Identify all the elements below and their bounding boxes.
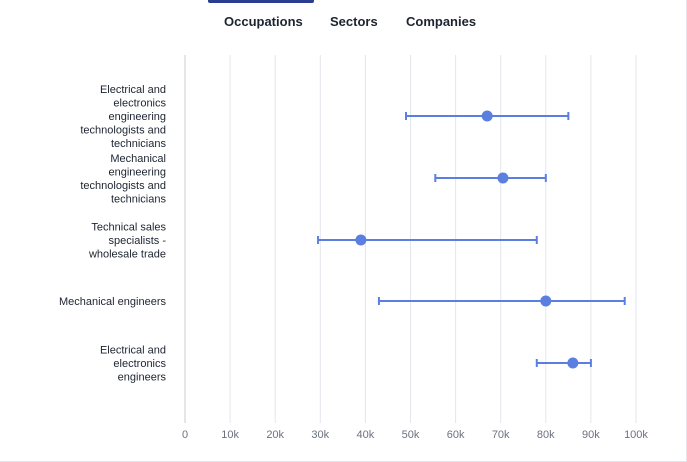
category-label: Technical sales specialists -wholesale tr… [88, 222, 167, 261]
x-tick-label: 70k [492, 429, 510, 441]
median-point [540, 295, 552, 307]
x-tick-label: 40k [357, 429, 375, 441]
x-tick-label: 30k [311, 429, 329, 441]
median-point [481, 110, 493, 122]
tab-bar: Occupations Sectors Companies [0, 0, 687, 40]
tab-sectors[interactable]: Sectors [330, 14, 378, 29]
x-tick-label: 10k [221, 429, 239, 441]
category-label: Mechanical engineers [59, 296, 167, 308]
x-tick-label: 100k [624, 429, 648, 441]
median-point [497, 172, 509, 184]
median-point [355, 234, 367, 246]
x-tick-label: 90k [582, 429, 600, 441]
x-tick-label: 60k [447, 429, 465, 441]
x-tick-label: 80k [537, 429, 555, 441]
x-tick-label: 0 [182, 429, 188, 441]
x-tick-label: 50k [402, 429, 420, 441]
x-tick-label: 20k [266, 429, 284, 441]
category-label: Electrical and electronics engineering tech… [80, 84, 166, 150]
category-label: Electrical and electronics engineers [100, 345, 167, 384]
tab-companies[interactable]: Companies [406, 14, 477, 29]
active-tab-indicator [208, 0, 314, 3]
category-label: Mechanical engineering technologists and te… [80, 153, 166, 206]
median-point [567, 357, 579, 369]
tab-occupations[interactable]: Occupations [224, 14, 303, 29]
